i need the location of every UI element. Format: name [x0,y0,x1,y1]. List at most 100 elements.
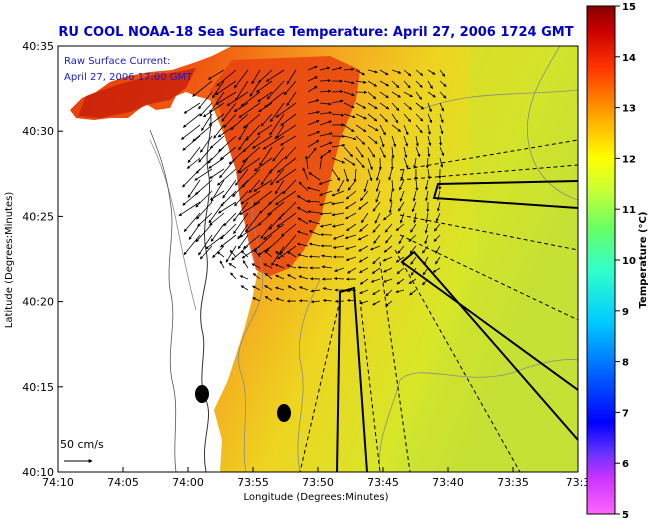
current-vector [319,111,333,115]
current-vector [263,263,273,269]
current-vector [270,168,285,186]
current-vector [425,212,429,224]
current-vector [275,297,285,302]
current-vector [408,234,417,242]
colorbar-tick-label: 11 [622,205,636,216]
current-vector [252,135,273,149]
current-vector [345,256,357,261]
current-vector [343,135,357,141]
current-vector [439,102,444,112]
current-vector [310,289,321,293]
current-vector [186,157,201,169]
current-vector [415,69,424,76]
current-vector [307,76,318,82]
current-vector [187,179,201,198]
current-vector [415,102,425,110]
current-vector [198,146,213,163]
current-vector [296,230,309,236]
current-vector [218,135,237,152]
current-vector [345,201,357,210]
current-vector [427,135,432,147]
current-vector [415,124,423,134]
colorbar-tick-label: 5 [622,510,629,519]
current-vector [403,91,413,98]
current-vector [357,234,369,241]
current-vector [343,80,355,85]
current-vector [385,289,393,297]
current-vector [346,223,357,232]
current-vector [283,80,297,96]
current-vector [216,168,237,186]
current-vector [196,201,213,220]
current-vector [391,102,400,111]
current-vector [391,146,395,159]
current-vector [427,168,431,180]
cool-offshore [420,46,578,472]
current-vector [269,113,285,136]
current-vector [353,168,357,183]
current-vector [355,146,364,158]
current-vector [216,69,237,87]
colorbar-tick-label: 12 [622,154,636,165]
current-vector [195,190,213,208]
current-vector [361,212,369,224]
current-vector [216,251,225,258]
current-vector [391,135,397,148]
current-vector [319,223,333,228]
current-vector [307,210,321,214]
current-vector [369,245,381,251]
x-axis: 74:10 74:05 74:00 73:55 73:50 73:45 73:40 73:35… [42,467,590,489]
current-vector [358,245,369,252]
current-vector [379,80,390,87]
current-vector [425,157,430,169]
current-vector [278,201,297,220]
current-vector [395,289,405,294]
current-vector [209,135,225,149]
current-vector [240,250,249,258]
scale-label: 50 cm/s [60,438,104,451]
current-vector [424,223,429,234]
colorbar-tick-label: 7 [622,408,629,419]
current-vector [343,146,353,158]
current-vector [318,190,333,196]
current-vector [242,146,261,163]
current-vector [408,278,417,285]
current-vector [331,66,343,71]
annotation-line-1: Raw Surface Current: [64,56,170,67]
current-vector [343,91,355,97]
current-vector [413,212,417,224]
current-vector [403,113,412,123]
current-vector [318,179,333,185]
y-tick-label: 40:20 [22,296,54,309]
current-vector [359,223,369,232]
current-vector [331,143,346,148]
current-vector [435,212,441,222]
current-vector [192,80,213,97]
current-vector [221,102,237,122]
current-vector [409,245,417,254]
colorbar-tick-label: 9 [622,307,629,318]
current-vector [379,91,389,99]
current-vector [360,190,369,202]
current-vector [256,124,273,136]
current-vector [264,273,273,280]
current-vector [439,146,445,157]
current-vector [255,80,273,93]
y-tick-label: 40:10 [22,466,54,479]
current-vector [280,113,297,126]
current-vector [266,80,285,100]
current-vector [322,287,333,291]
current-vector [391,91,401,98]
current-vector [343,124,355,133]
current-vector [195,223,213,243]
current-vector [343,67,355,71]
current-vector [260,113,273,127]
current-vector [201,113,213,132]
current-vector [271,245,285,267]
current-vector [240,285,249,291]
current-vector [385,234,393,244]
current-vector [220,223,237,240]
current-vector [307,131,321,137]
current-vector [245,212,261,233]
